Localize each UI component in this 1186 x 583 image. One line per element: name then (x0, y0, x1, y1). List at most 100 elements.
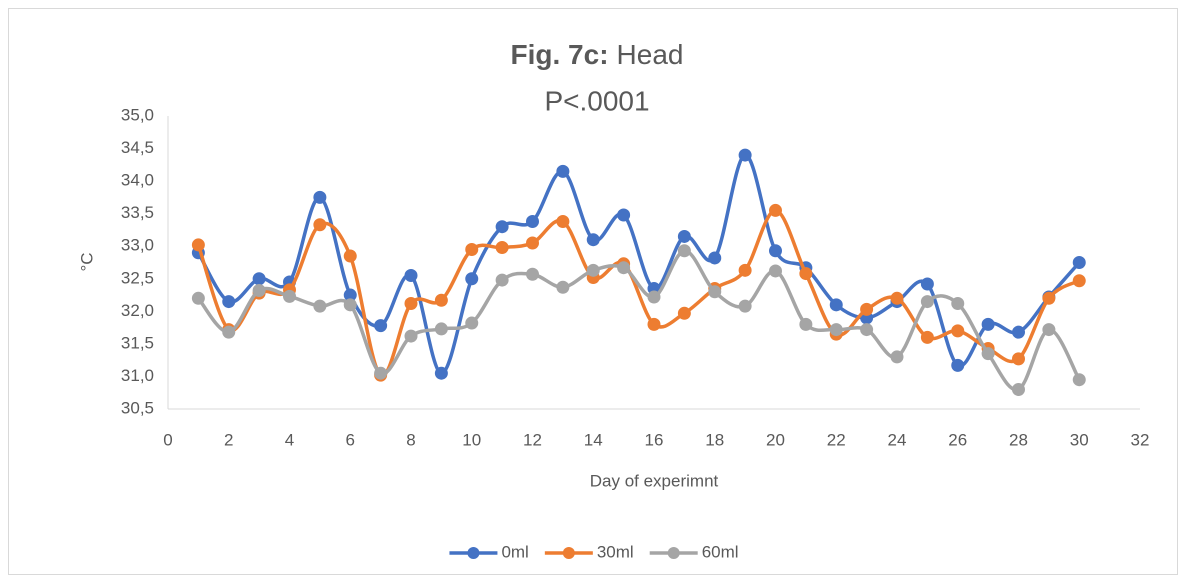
x-tick-label: 22 (827, 430, 846, 449)
data-point (191, 238, 205, 252)
data-point (404, 329, 418, 343)
data-point (951, 297, 965, 311)
data-point (495, 220, 509, 234)
y-tick-label: 32,0 (121, 301, 154, 320)
data-point (465, 242, 479, 256)
x-tick-label: 4 (285, 430, 294, 449)
data-point (465, 316, 479, 330)
legend: 0ml 30ml 60ml (449, 542, 739, 561)
y-tick-label: 35,0 (121, 105, 154, 124)
data-point (222, 295, 236, 309)
data-point (890, 350, 904, 364)
data-point (920, 330, 934, 344)
data-point (526, 236, 539, 250)
data-point (799, 267, 813, 281)
data-point (252, 283, 266, 297)
data-point (313, 299, 327, 313)
y-tick-label: 31,5 (121, 333, 154, 352)
x-tick-label: 10 (462, 430, 481, 449)
y-tick-label: 32,5 (121, 268, 154, 287)
x-tick-label: 26 (948, 430, 967, 449)
chart-border (8, 8, 1178, 575)
data-point (860, 323, 874, 337)
chart-title: Fig. 7c: Head (511, 39, 684, 70)
data-point (677, 229, 691, 243)
data-point (677, 306, 691, 320)
x-tick-label: 30 (1070, 430, 1089, 449)
data-point (920, 295, 934, 309)
data-point (434, 322, 448, 336)
data-point (404, 297, 418, 311)
x-tick-label: 20 (766, 430, 785, 449)
title-bold: Fig. 7c: (511, 39, 609, 70)
data-point (708, 285, 722, 299)
data-point (860, 302, 874, 316)
data-point (981, 347, 995, 361)
data-point (283, 289, 296, 303)
data-point (556, 280, 570, 294)
data-point (799, 317, 813, 331)
y-axis-label: °C (77, 252, 96, 271)
data-point (1072, 373, 1086, 387)
y-tick-label: 30,5 (121, 398, 154, 417)
x-tick-label: 12 (523, 430, 542, 449)
legend-marker (562, 547, 575, 559)
x-tick-label: 18 (705, 430, 724, 449)
x-tick-label: 2 (224, 430, 233, 449)
data-point (769, 244, 782, 258)
data-point (738, 148, 752, 162)
data-point (495, 273, 509, 287)
data-point (981, 317, 995, 331)
data-point (313, 218, 327, 232)
data-point (708, 251, 722, 265)
data-point (434, 293, 448, 307)
y-tick-label: 33,5 (121, 203, 154, 222)
data-point (920, 277, 934, 291)
data-point (313, 190, 327, 204)
y-tick-label: 34,5 (121, 138, 154, 157)
y-tick-label: 31,0 (121, 366, 154, 385)
data-point (434, 366, 448, 380)
data-point (586, 263, 600, 277)
data-point (1012, 382, 1025, 396)
data-point (252, 272, 266, 286)
x-tick-label: 28 (1009, 430, 1028, 449)
data-point (769, 264, 782, 278)
y-tick-label: 33,0 (121, 236, 154, 255)
legend-marker (467, 547, 480, 559)
data-point (769, 203, 782, 217)
data-point (374, 319, 388, 333)
legend-label: 60ml (702, 542, 739, 561)
data-point (1012, 352, 1025, 366)
data-point (465, 272, 479, 286)
legend-label: 30ml (597, 542, 634, 561)
x-tick-label: 0 (163, 430, 172, 449)
data-point (404, 269, 418, 283)
data-point (495, 241, 509, 255)
data-point (222, 325, 236, 339)
title-text: Head (617, 39, 684, 70)
data-point (586, 233, 600, 247)
data-point (738, 299, 752, 313)
data-point (343, 249, 357, 263)
y-tick-label: 34,0 (121, 171, 154, 190)
data-point (191, 291, 205, 305)
data-point (1012, 325, 1025, 339)
data-point (1072, 256, 1086, 269)
x-tick-label: 32 (1131, 430, 1150, 449)
data-point (647, 290, 661, 304)
data-point (951, 358, 965, 372)
data-point (1042, 323, 1056, 337)
data-point (647, 317, 661, 331)
data-point (1042, 291, 1056, 305)
data-point (677, 244, 691, 258)
data-point (556, 214, 570, 228)
data-point (1072, 274, 1086, 288)
legend-label: 0ml (501, 542, 528, 561)
data-point (526, 267, 539, 281)
data-point (829, 298, 843, 312)
x-tick-label: 6 (346, 430, 355, 449)
data-point (556, 164, 570, 178)
x-axis-label: Day of experimnt (590, 471, 719, 490)
